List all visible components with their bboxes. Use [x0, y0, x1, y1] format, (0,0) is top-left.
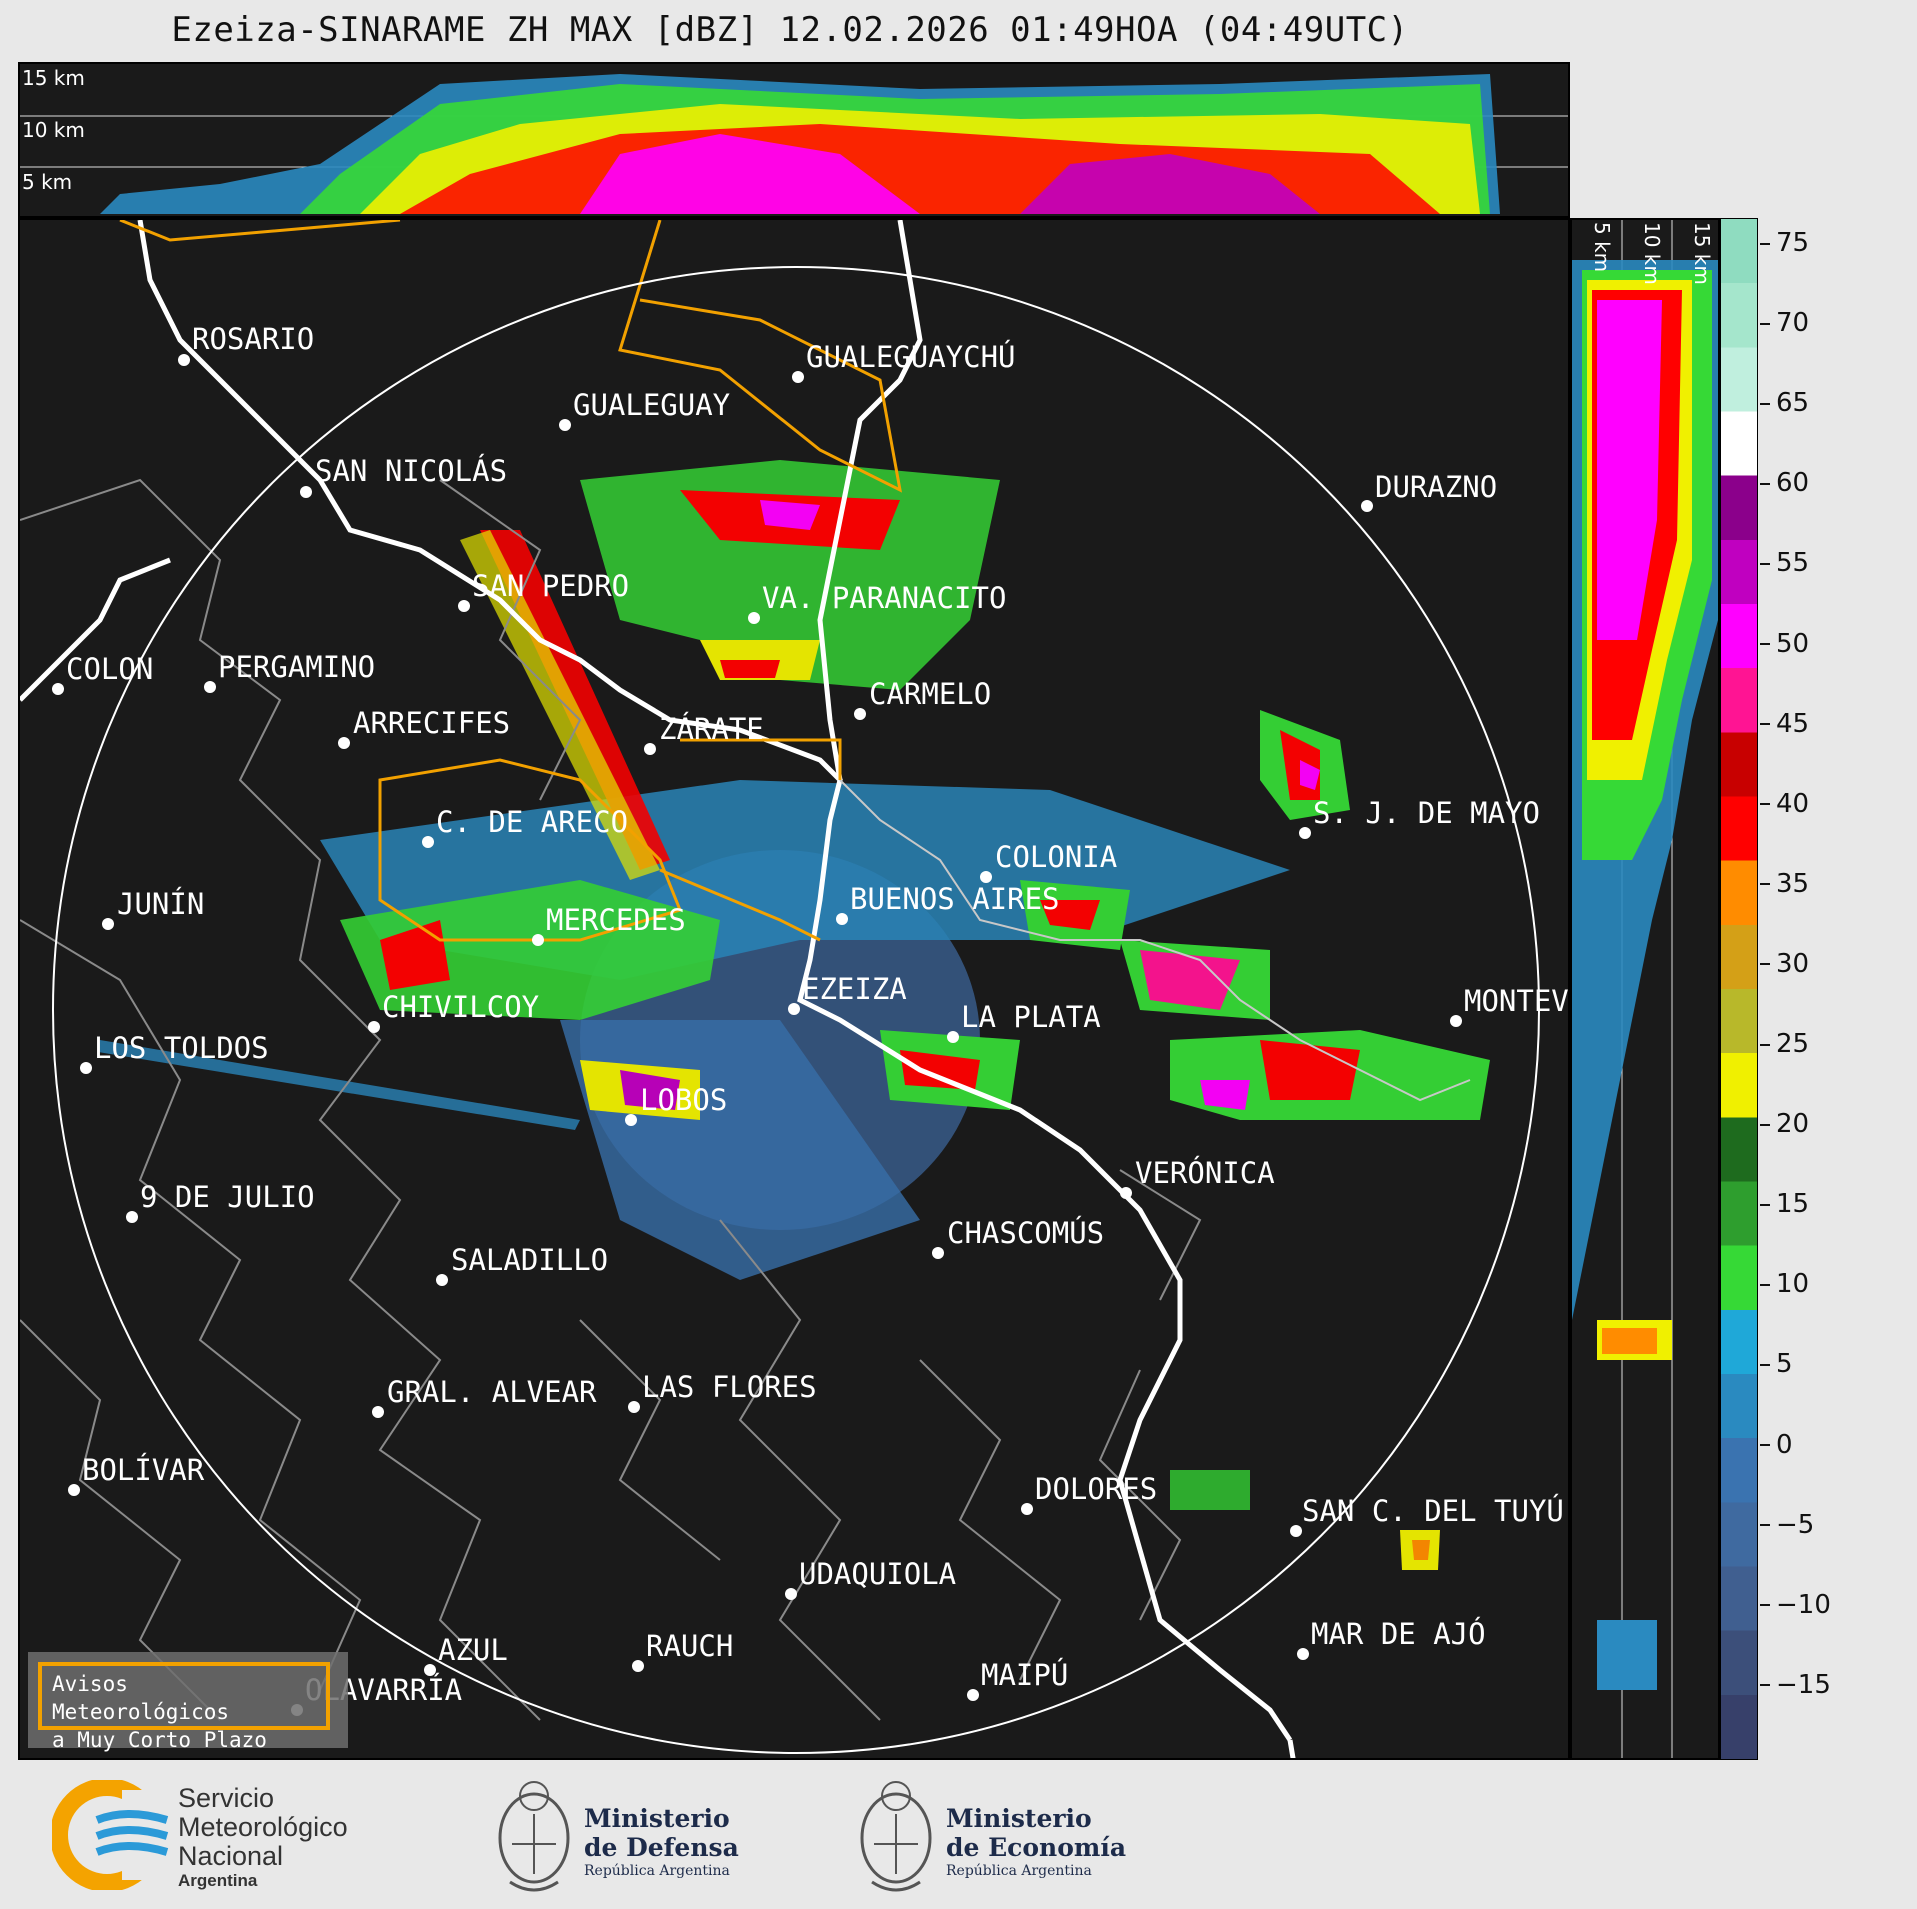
city-label: LA PLATA — [961, 1000, 1101, 1034]
colorbar-tick-label: −15 — [1760, 1670, 1831, 1700]
city-label: S. J. DE MAYO — [1313, 796, 1540, 830]
economia-line-1: Ministerio — [946, 1804, 1092, 1833]
chart-title: Ezeiza-SINARAME ZH MAX [dBZ] 12.02.2026 … — [171, 10, 1409, 50]
defensa-line-3: República Argentina — [584, 1863, 730, 1879]
warning-line-1: Avisos Meteorológicos — [52, 1672, 230, 1724]
city-markers — [52, 354, 1462, 1716]
side-label-5km: 5 km — [1590, 222, 1614, 273]
warning-line-2: a Muy Corto Plazo — [52, 1728, 267, 1752]
city-label: CHIVILCOY — [382, 990, 540, 1024]
side-cross-section-echoes — [1572, 220, 1718, 1758]
colorbar-tick-label: 70 — [1760, 308, 1809, 338]
smn-line-4: Argentina — [178, 1871, 258, 1890]
argentina-seal-icon — [860, 1781, 932, 1892]
defensa-line-2: de Defensa — [584, 1833, 739, 1862]
alert-polygons — [119, 220, 903, 942]
city-label: SAN C. DEL TUYÚ — [1302, 1494, 1564, 1528]
argentina-seal-icon — [498, 1781, 570, 1892]
city-label: BUENOS AIRES — [850, 882, 1060, 916]
colorbar-tick-label: −10 — [1760, 1590, 1831, 1620]
colorbar-tick-label: 30 — [1760, 949, 1809, 979]
colorbar-tick-label: 5 — [1760, 1349, 1793, 1379]
defensa-line-1: Ministerio — [584, 1804, 730, 1833]
city-label: SALADILLO — [451, 1243, 609, 1277]
city-label: LOS TOLDOS — [94, 1031, 269, 1065]
side-label-10km: 10 km — [1640, 222, 1664, 285]
radar-map-canvas — [20, 220, 1540, 1758]
colorbar-tick-label: 0 — [1760, 1430, 1793, 1460]
city-label: VERÓNICA — [1135, 1156, 1275, 1190]
city-label: AZUL — [438, 1633, 508, 1667]
smn-logo-icon — [52, 1780, 182, 1890]
top-cross-section-echoes — [20, 74, 1568, 214]
city-label: SAN NICOLÁS — [315, 454, 508, 488]
city-label: MAR DE AJÓ — [1311, 1617, 1486, 1651]
city-label: GUALEGUAYCHÚ — [806, 340, 1016, 374]
economia-logo-text: Ministerio de Economía República Argenti… — [946, 1804, 1126, 1880]
colorbar-tick-label: 75 — [1760, 228, 1809, 258]
city-label: CHASCOMÚS — [947, 1216, 1105, 1250]
city-label: SAN PEDRO — [472, 569, 630, 603]
economia-line-3: República Argentina — [946, 1863, 1092, 1879]
city-label: DURAZNO — [1375, 470, 1498, 504]
colorbar-tick-label: 20 — [1760, 1109, 1809, 1139]
colorbar — [1720, 218, 1758, 1760]
city-label: C. DE ARECO — [436, 805, 629, 839]
reflectivity-echoes — [98, 460, 1490, 1570]
city-label: LOBOS — [640, 1083, 728, 1117]
colorbar-tick-label: −5 — [1760, 1510, 1814, 1540]
range-ring — [52, 266, 1540, 1754]
city-label: DOLORES — [1035, 1472, 1158, 1506]
smn-logo-text: Servicio Meteorológico Nacional Argentin… — [178, 1784, 348, 1891]
city-label: BOLÍVAR — [82, 1453, 205, 1487]
city-label: MONTEV — [1464, 984, 1569, 1018]
colorbar-tick-label: 25 — [1760, 1029, 1809, 1059]
colorbar-tick-label: 40 — [1760, 789, 1809, 819]
city-label: RAUCH — [646, 1629, 734, 1663]
city-label: COLONIA — [995, 840, 1118, 874]
city-label: 9 DE JULIO — [140, 1180, 315, 1214]
defensa-logo-text: Ministerio de Defensa República Argentin… — [584, 1804, 739, 1880]
footer: Servicio Meteorológico Nacional Argentin… — [0, 1760, 1917, 1909]
colorbar-tick-label: 45 — [1760, 709, 1809, 739]
colorbar-tick-label: 10 — [1760, 1269, 1809, 1299]
top-label-15km: 15 km — [22, 66, 85, 90]
smn-line-1: Servicio — [178, 1783, 275, 1813]
city-label: UDAQUIOLA — [799, 1557, 957, 1591]
smn-line-2: Meteorológico — [178, 1812, 348, 1842]
warning-legend-frame: Avisos Meteorológicos a Muy Corto Plazo — [38, 1662, 330, 1752]
city-label: MERCEDES — [546, 903, 686, 937]
city-label: LAS FLORES — [642, 1370, 817, 1404]
city-label: EZEIZA — [802, 972, 907, 1006]
city-label: CARMELO — [869, 677, 992, 711]
warning-legend-box: Avisos Meteorológicos a Muy Corto Plazo — [28, 1652, 348, 1752]
city-label: JUNÍN — [117, 887, 205, 921]
boundaries — [20, 478, 1202, 1721]
colorbar-tick-label: 35 — [1760, 869, 1809, 899]
top-label-10km: 10 km — [22, 118, 85, 142]
colorbar-tick-label: 15 — [1760, 1189, 1809, 1219]
economia-line-2: de Economía — [946, 1833, 1127, 1862]
colorbar-tick-label: 55 — [1760, 548, 1809, 578]
city-label: ZÁRATE — [659, 712, 764, 746]
side-label-15km: 15 km — [1690, 222, 1714, 285]
borders — [20, 220, 1296, 1758]
city-label: PERGAMINO — [218, 650, 376, 684]
city-label: COLON — [66, 652, 154, 686]
colorbar-tick-label: 60 — [1760, 468, 1809, 498]
coast-line — [839, 779, 1471, 1102]
city-label: GUALEGUAY — [573, 388, 731, 422]
top-label-5km: 5 km — [22, 170, 73, 194]
radar-map-panel: ROSARIO GUALEGUAYCHÚ GUALEGUAY SAN NICOL… — [18, 218, 1570, 1760]
colorbar-tick-label: 50 — [1760, 629, 1809, 659]
colorbar-tick-label: 65 — [1760, 388, 1809, 418]
city-label: MAIPÚ — [981, 1658, 1069, 1692]
city-label: GRAL. ALVEAR — [387, 1375, 597, 1409]
side-cross-section-panel: 5 km 10 km 15 km — [1570, 218, 1720, 1760]
city-label: ARRECIFES — [353, 706, 511, 740]
smn-line-3: Nacional — [178, 1841, 284, 1871]
city-label: VA. PARANACITO — [762, 581, 1007, 615]
top-cross-section-panel: 15 km 10 km 5 km — [18, 62, 1570, 218]
city-label: ROSARIO — [192, 322, 315, 356]
